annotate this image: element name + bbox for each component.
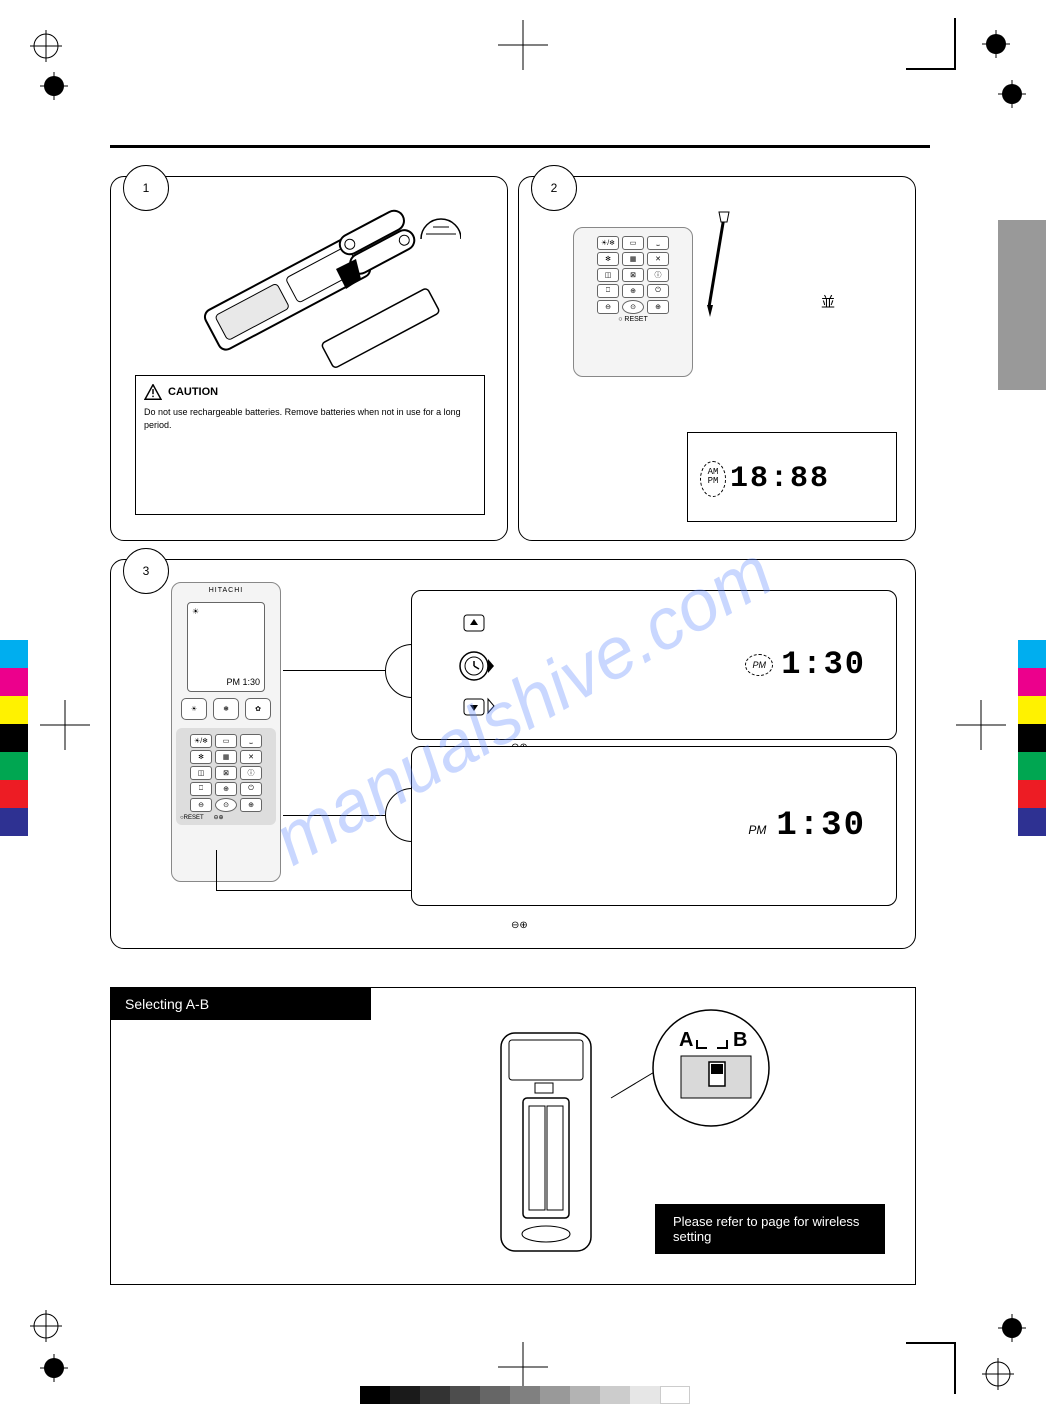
- reg-target-tr: [982, 30, 1010, 58]
- time-arrows-icon: [450, 611, 498, 721]
- panels-row-top: 1: [110, 176, 930, 541]
- step-2-number: 2: [531, 165, 577, 211]
- caution-box: CAUTION Do not use rechargeable batterie…: [135, 375, 485, 515]
- caution-header: CAUTION: [144, 384, 476, 400]
- select-ab-header: Selecting A-B: [111, 988, 371, 1020]
- select-ab-section: Selecting A-B A B Please refer to page f…: [110, 987, 916, 1285]
- sub-panel-set-time: PM 1:30: [411, 590, 897, 740]
- label-a: A: [679, 1029, 693, 1051]
- reg-circle-tl: [30, 30, 62, 62]
- reg-crosshair-bottom: [498, 1342, 548, 1392]
- reset-label: ○ RESET: [580, 316, 686, 323]
- pm-indicator: PM: [748, 823, 766, 837]
- side-tab: [998, 220, 1046, 390]
- warning-icon: [144, 384, 162, 400]
- sub-panel-clock-confirm: PM 1:30: [411, 746, 897, 906]
- panel-step-1: 1: [110, 176, 508, 541]
- panel-step-3: 3 HITACHI ☀ PM 1:30 ☀ ❅ ✿ ☀/❄▭⎵ ✻▦✕ ◫⊠ⓘ …: [110, 559, 916, 949]
- remote-screen-time: PM 1:30: [226, 677, 260, 687]
- lcd-after-reset: AM PM 18:88: [687, 432, 897, 522]
- page-content: 1: [110, 145, 930, 1275]
- lcd-time-130-b: 1:30: [776, 807, 866, 845]
- reg-circle-br: [982, 1358, 1014, 1390]
- reg-target-tl: [40, 72, 68, 100]
- refer-page-pill: Please refer to page for wireless settin…: [655, 1204, 885, 1254]
- pm-indicator-dotted: PM: [745, 654, 773, 676]
- label-b: B: [733, 1029, 747, 1051]
- title-rule: [110, 145, 930, 148]
- lcd-time-1888: 18:88: [730, 462, 830, 496]
- remote-back-illustration: [481, 1028, 611, 1258]
- side-char: 並: [821, 292, 835, 312]
- reg-target-bl: [40, 1354, 68, 1382]
- remote-brand: HITACHI: [172, 587, 280, 594]
- ampm-indicator: AM PM: [700, 461, 726, 497]
- reg-crosshair-right: [956, 700, 1006, 750]
- caution-body: Do not use rechargeable batteries. Remov…: [144, 406, 476, 431]
- grayscale-bar: [360, 1386, 690, 1404]
- lcd-time-130-a: 1:30: [781, 646, 866, 683]
- reg-circle-bl: [30, 1310, 62, 1342]
- connector-line-b2: [216, 850, 217, 890]
- ab-zoom-circle: A B: [601, 998, 801, 1158]
- caution-title: CAUTION: [168, 386, 218, 398]
- reset-pen-illustration: [689, 207, 759, 327]
- footer-symbol-b: ⊖⊕: [511, 920, 528, 931]
- remote-screen: ☀ PM 1:30: [187, 602, 265, 692]
- color-bar-left: [0, 640, 28, 836]
- step-3-number: 3: [123, 548, 169, 594]
- reg-crosshair-top: [498, 20, 548, 70]
- reg-target-tr2: [998, 80, 1026, 108]
- reg-target-br: [998, 1314, 1026, 1342]
- panel-step-2: 2 ☀/❄▭⎵ ✻▦✕ ◫⊠ⓘ ⎕⊕⏻ ⊖⊙⊕ ○ RESET 並 AM PM: [518, 176, 916, 541]
- reg-crosshair-left: [40, 700, 90, 750]
- battery-insert-illustration: [161, 199, 461, 369]
- color-bar-right: [1018, 640, 1046, 836]
- remote-lower-illustration: ☀/❄▭⎵ ✻▦✕ ◫⊠ⓘ ⎕⊕⏻ ⊖⊙⊕ ○ RESET: [573, 227, 693, 377]
- remote-full-illustration: HITACHI ☀ PM 1:30 ☀ ❅ ✿ ☀/❄▭⎵ ✻▦✕ ◫⊠ⓘ ⎕⊕…: [171, 582, 281, 882]
